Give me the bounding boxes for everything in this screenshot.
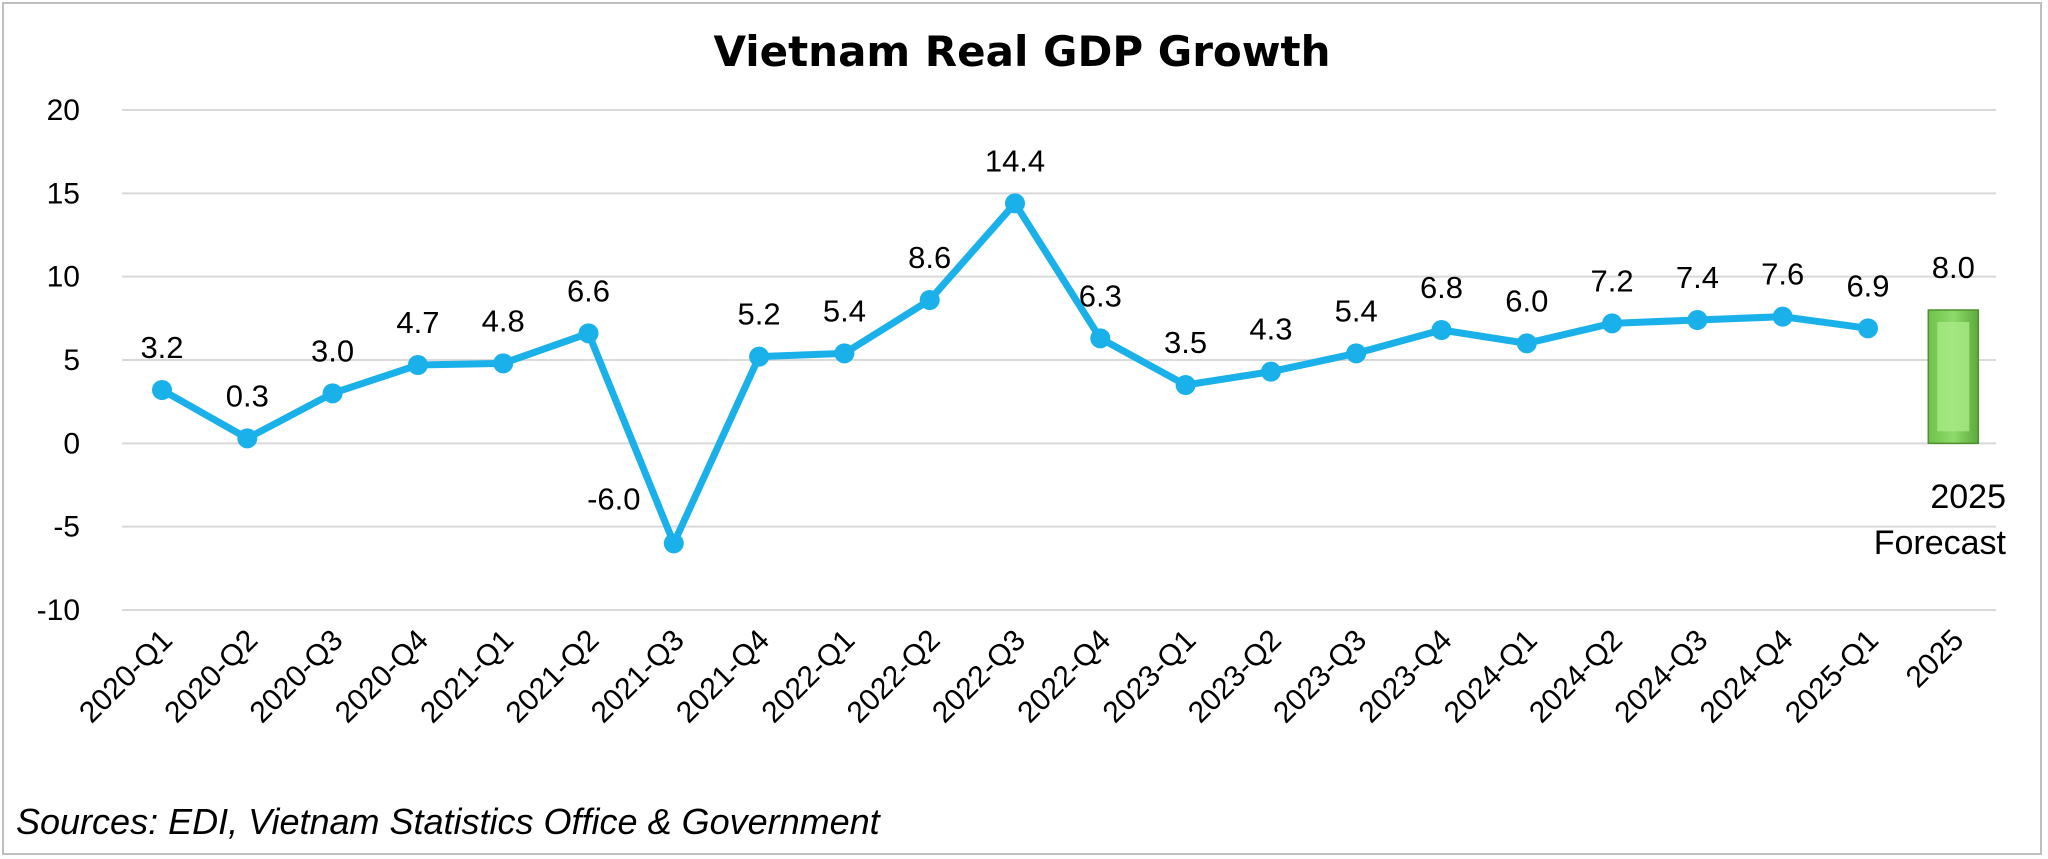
forecast-annotation: 2025 — [1930, 478, 2006, 516]
data-point — [1687, 310, 1708, 330]
data-point — [152, 380, 172, 400]
x-tick-label: 2024-Q1 — [1438, 624, 1544, 730]
data-label: 6.8 — [1420, 270, 1463, 305]
data-point — [237, 428, 258, 449]
x-tick-label: 2021-Q1 — [414, 624, 520, 730]
data-label: 3.5 — [1164, 325, 1207, 360]
x-tick-label: 2021-Q2 — [500, 624, 606, 730]
data-point — [493, 353, 514, 374]
y-tick-label: -5 — [53, 511, 80, 544]
data-point — [578, 323, 599, 344]
x-tick-label: 2024-Q4 — [1694, 624, 1800, 730]
x-tick-label: 2022-Q3 — [926, 624, 1032, 730]
data-point — [1431, 320, 1452, 340]
y-tick-label: 15 — [47, 177, 80, 210]
data-label: 5.4 — [823, 293, 866, 328]
y-axis: 20 15 10 5 0 -5 -10 — [37, 94, 80, 627]
x-axis: 2020-Q12020-Q22020-Q32020-Q42021-Q12021-… — [73, 624, 1970, 730]
data-point — [1175, 375, 1196, 395]
data-label: 3.2 — [140, 330, 183, 365]
data-point — [1260, 361, 1281, 382]
gridlines — [122, 109, 1996, 611]
data-point — [1090, 328, 1111, 349]
data-label: 5.4 — [1335, 293, 1378, 328]
data-label: 6.3 — [1079, 278, 1122, 313]
forecast-bar-bevel — [1937, 322, 1970, 432]
data-label: 3.0 — [311, 333, 354, 368]
x-tick-label: 2025 — [1900, 624, 1971, 695]
x-tick-label: 2020-Q3 — [244, 624, 350, 730]
x-tick-label: 2020-Q4 — [329, 624, 435, 730]
x-tick-label: 2020-Q2 — [158, 624, 264, 730]
x-tick-label: 2020-Q1 — [73, 624, 179, 730]
x-tick-label: 2025-Q1 — [1779, 624, 1885, 730]
data-point-group — [152, 193, 1878, 554]
data-label: 7.6 — [1761, 257, 1804, 292]
source-note: Sources: EDI, Vietnam Statistics Office … — [16, 801, 882, 842]
data-point — [1858, 318, 1878, 339]
data-label: 7.4 — [1676, 260, 1719, 295]
data-point — [1346, 343, 1367, 364]
data-point — [322, 383, 343, 404]
forecast-annotation: Forecast — [1874, 524, 2007, 562]
x-tick-label: 2022-Q1 — [755, 624, 861, 730]
data-point — [1602, 313, 1623, 334]
data-label: 6.9 — [1846, 268, 1889, 303]
y-tick-label: -10 — [37, 594, 80, 627]
x-tick-label: 2023-Q4 — [1353, 624, 1459, 730]
forecast-value-label: 8.0 — [1932, 250, 1975, 285]
data-point — [834, 343, 855, 364]
data-label-group: 3.2 0.3 3.0 4.7 4.8 6.6 -6.0 5.2 5.4 8.6 14.4 6.3 3.… — [140, 143, 2006, 562]
data-point — [663, 533, 684, 554]
data-label: 7.2 — [1591, 263, 1634, 298]
data-label: 6.6 — [567, 273, 610, 308]
y-tick-label: 20 — [47, 94, 80, 127]
data-label: 14.4 — [985, 143, 1045, 178]
x-tick-label: 2021-Q4 — [670, 624, 776, 730]
data-label: -6.0 — [587, 481, 640, 516]
x-tick-label: 2022-Q4 — [1011, 624, 1117, 730]
data-label: 4.7 — [396, 305, 439, 340]
x-tick-label: 2023-Q3 — [1267, 624, 1373, 730]
data-label: 6.0 — [1505, 283, 1548, 318]
data-label: 4.3 — [1249, 312, 1292, 347]
y-tick-label: 10 — [47, 261, 80, 294]
data-point — [1005, 193, 1025, 214]
forecast-bar-group — [1927, 309, 1980, 445]
chart-title: Vietnam Real GDP Growth — [713, 27, 1330, 76]
data-point — [749, 346, 770, 367]
data-point — [1772, 306, 1793, 327]
data-point — [1516, 333, 1537, 354]
x-tick-label: 2021-Q3 — [585, 624, 691, 730]
x-tick-label: 2023-Q1 — [1097, 624, 1203, 730]
x-tick-label: 2023-Q2 — [1182, 624, 1288, 730]
data-point — [407, 355, 428, 375]
data-label: 4.8 — [482, 303, 525, 338]
y-tick-label: 5 — [63, 344, 80, 377]
data-label: 8.6 — [908, 240, 951, 275]
x-tick-label: 2024-Q2 — [1523, 624, 1629, 730]
x-tick-label: 2022-Q2 — [841, 624, 947, 730]
data-point — [919, 290, 940, 310]
data-label: 0.3 — [226, 378, 269, 413]
x-tick-label: 2024-Q3 — [1608, 624, 1714, 730]
data-label: 5.2 — [738, 297, 781, 332]
y-tick-label: 0 — [63, 427, 80, 460]
